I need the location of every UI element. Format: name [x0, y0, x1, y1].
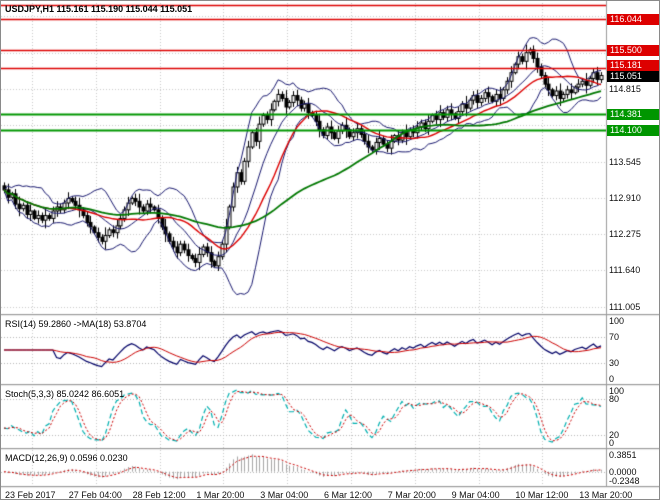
- time-axis-label: 28 Feb 12:00: [132, 490, 186, 500]
- macd-axis-label: -0.2348: [609, 476, 640, 486]
- macd-axis-label: 0.0000: [609, 466, 637, 477]
- stochastic-axis-label: 0: [609, 438, 615, 448]
- hline-price-tag[interactable]: 115.181: [607, 60, 659, 71]
- time-axis-label: 9 Mar 04:00: [451, 490, 500, 500]
- time-axis-label: 6 Mar 12:00: [324, 490, 373, 500]
- rsi-axis-label: 0: [609, 374, 615, 384]
- time-axis-label: 1 Mar 20:00: [196, 490, 245, 500]
- time-axis-label: 27 Feb 04:00: [68, 490, 122, 500]
- rsi-indicator-header: RSI(14) 59.2860 ->MA(18) 53.8704: [5, 319, 147, 329]
- hline-price-tag[interactable]: 114.381: [607, 109, 659, 120]
- price-axis-label: 111.005: [609, 301, 641, 312]
- rsi-axis-label: 100: [609, 316, 625, 326]
- time-axis-label: 3 Mar 04:00: [260, 490, 309, 500]
- hline-price-tag[interactable]: 115.500: [607, 45, 659, 56]
- stochastic-axis-label: 100: [609, 386, 625, 396]
- stochastic-axis-label: 80: [609, 394, 620, 404]
- time-axis-label: 10 Mar 12:00: [515, 490, 569, 500]
- rsi-axis-label: 70: [609, 331, 620, 342]
- price-axis-label: 112.275: [609, 229, 641, 240]
- price-axis-label: 114.815: [609, 84, 641, 94]
- chart-title: USDJPY,H1 115.161 115.190 115.044 115.05…: [5, 4, 193, 14]
- macd-indicator-header: MACD(12,26,9) 0.0596 0.0230: [5, 453, 128, 463]
- bid-price-tag: 115.051: [607, 71, 659, 82]
- stochastic-axis-label: 20: [609, 430, 620, 440]
- rsi-axis-label: 30: [609, 358, 620, 369]
- price-axis-label: 113.545: [609, 156, 641, 167]
- time-axis-label: 23 Feb 2017: [5, 490, 56, 500]
- hline-price-tag[interactable]: 114.100: [607, 125, 659, 136]
- time-axis-label: 7 Mar 20:00: [387, 490, 436, 500]
- price-axis-label: 111.640: [609, 265, 641, 276]
- macd-axis-label: 0.3851: [609, 450, 637, 460]
- time-axis-label: 13 Mar 20:00: [579, 490, 633, 500]
- price-axis-label: 112.910: [609, 192, 641, 203]
- hline-price-tag[interactable]: 116.044: [607, 14, 659, 25]
- stochastic-indicator-header: Stoch(5,3,3) 85.0242 86.6051: [5, 389, 125, 399]
